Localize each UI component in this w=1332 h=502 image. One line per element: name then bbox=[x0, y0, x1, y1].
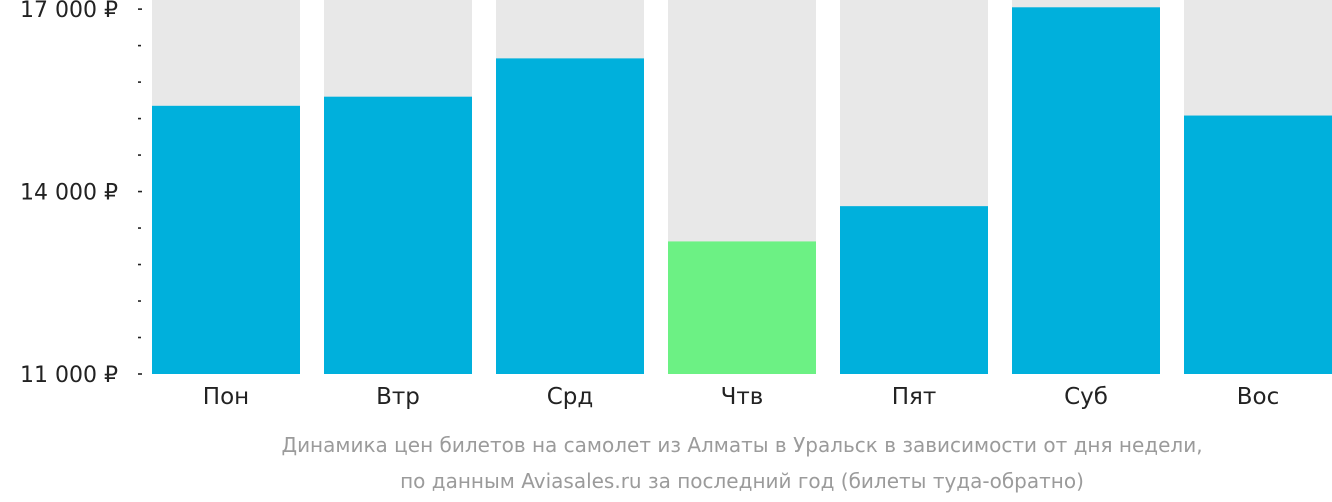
bars bbox=[152, 7, 1332, 375]
x-tick-label-0: Пон bbox=[203, 384, 249, 410]
bar-3 bbox=[668, 241, 816, 374]
x-axis-labels: Пон Втр Срд Чтв Пят Суб Вос bbox=[203, 384, 1279, 410]
bar-2 bbox=[496, 58, 644, 374]
x-tick-label-2: Срд bbox=[547, 384, 594, 410]
bar-0 bbox=[152, 105, 300, 374]
y-tick-label-1: 14 000 ₽ bbox=[20, 181, 118, 206]
x-tick-label-3: Чтв bbox=[721, 384, 764, 410]
x-tick-label-4: Пят bbox=[892, 384, 937, 410]
caption-line-2: по данным Aviasales.ru за последний год … bbox=[400, 469, 1084, 493]
x-tick-label-1: Втр bbox=[376, 384, 420, 410]
y-tick-label-2: 17 000 ₽ bbox=[20, 0, 118, 23]
y-axis: 11 000 ₽ 14 000 ₽ 17 000 ₽ bbox=[20, 0, 142, 388]
bar-4 bbox=[840, 206, 988, 374]
x-tick-label-5: Суб bbox=[1064, 384, 1108, 410]
x-tick-label-6: Вос bbox=[1237, 384, 1280, 410]
y-tick-label-0: 11 000 ₽ bbox=[20, 363, 118, 388]
bar-6 bbox=[1184, 115, 1332, 375]
bar-1 bbox=[324, 96, 472, 374]
caption-line-1: Динамика цен билетов на самолет из Алмат… bbox=[281, 433, 1202, 457]
bar-5 bbox=[1012, 7, 1160, 375]
